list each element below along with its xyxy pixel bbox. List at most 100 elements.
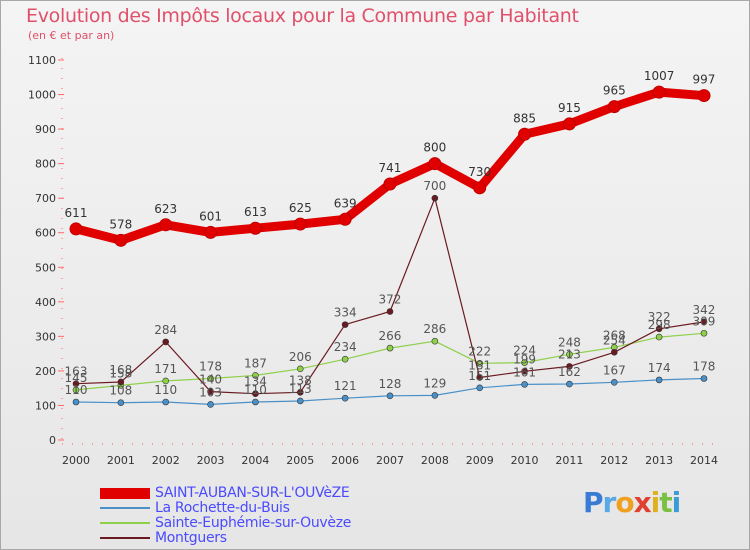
data-point [69,222,83,236]
axes: 0 100 200 300 400 500 600 700 800 900 1000 1100 2000… [28,54,720,467]
x-tick-label: 2004 [241,454,269,467]
y-tick-label: 900 [35,123,56,136]
data-label: 206 [289,350,312,364]
data-label: 623 [154,202,177,216]
data-label: 138 [289,373,312,387]
data-label: 113 [289,382,312,396]
data-point [566,363,573,370]
data-label: 254 [603,333,626,347]
x-tick-label: 2005 [286,454,314,467]
y-tick-label: 100 [35,399,56,412]
legend-item-la-rochette: La Rochette-du-Buis [100,500,430,516]
legend-item-sainte-euphemie: Sainte-Euphémie-sur-Ouvèze [100,515,430,531]
y-tick-label: 300 [35,330,56,343]
data-label: 199 [513,352,536,366]
data-label: 611 [65,206,88,220]
data-label: 174 [648,361,671,375]
x-tick-label: 2007 [376,454,404,467]
data-label: 134 [244,375,267,389]
legend-swatch-la-rochette [100,507,150,509]
y-tick-label: 200 [35,365,56,378]
data-point [566,380,573,388]
data-label: 151 [468,369,491,383]
y-tick-label: 0 [49,434,56,447]
data-label: 161 [513,365,536,379]
data-point [204,225,218,239]
data-point [473,181,487,195]
data-point [431,392,439,399]
logo-letter: t [659,486,672,519]
x-tick-label: 2013 [645,454,673,467]
data-point [700,375,708,382]
data-label: 334 [334,306,357,320]
data-point [610,348,618,356]
data-label: 158 [109,366,132,380]
data-labels: 110 108 110 103 110 113 121 128 129 151 161 162 167 1… [65,69,716,399]
legend-label-sainte-euphemie: Sainte-Euphémie-sur-Ouvèze [155,515,352,531]
data-point [252,390,259,398]
data-label: 309 [693,314,716,328]
data-point [566,351,573,358]
data-point [521,381,528,388]
chart-title: Evolution des Impôts locaux pour la Comm… [26,5,579,27]
y-tick-label: 400 [35,296,56,309]
data-label: 800 [423,141,446,155]
x-tick-label: 2011 [555,454,583,467]
chart-subtitle: (en € et par an) [28,29,115,42]
data-label: 187 [244,356,267,370]
legend-label-saint-auban: SAINT-AUBAN-SUR-L'OUVèZE [155,485,350,501]
data-label: 145 [65,371,88,385]
data-point [72,380,80,387]
legend-label-la-rochette: La Rochette-du-Buis [155,500,290,516]
logo-letter: i [650,486,661,519]
x-tick-label: 2000 [62,454,90,467]
data-point [476,384,484,392]
x-tick-label: 2014 [690,454,718,467]
data-point [521,367,528,375]
x-tick-label: 2003 [197,454,225,467]
data-label: 224 [513,344,536,358]
data-point [386,392,394,400]
x-tick-label: 2002 [152,454,180,467]
y-tick-label: 600 [35,227,56,240]
data-label: 1007 [644,69,675,83]
data-label: 601 [199,209,222,223]
x-tick-label: 2006 [331,454,359,467]
y-tick-label: 1100 [28,54,56,67]
data-label: 248 [558,335,581,349]
data-point [293,217,307,231]
logo-letter: i [671,486,682,519]
x-tick-label: 2010 [511,454,539,467]
data-label: 168 [109,363,132,377]
data-point [162,338,170,346]
data-label: 110 [244,383,267,397]
data-label: 128 [379,377,402,391]
data-label: 915 [558,101,581,115]
data-label: 578 [109,217,132,231]
data-point [607,100,621,114]
data-point [341,394,349,402]
data-point [655,333,663,341]
data-label: 266 [379,329,402,343]
data-point [697,89,711,103]
data-label: 286 [423,322,446,336]
data-point [114,233,128,247]
data-point [652,85,666,99]
data-label: 372 [379,292,402,306]
data-label: 178 [693,360,716,374]
data-label: 167 [603,363,626,377]
data-point [162,398,170,406]
legend-label-montguers: Montguers [155,530,227,546]
data-point [296,365,304,373]
data-label: 103 [199,385,222,399]
data-point [518,127,532,141]
data-point [431,337,439,345]
data-point [117,378,125,386]
data-label: 171 [154,362,177,376]
data-label: 322 [648,310,671,324]
data-label: 700 [423,179,446,193]
data-label: 997 [693,73,716,87]
y-tick-label: 500 [35,261,56,274]
data-label: 178 [199,360,222,374]
